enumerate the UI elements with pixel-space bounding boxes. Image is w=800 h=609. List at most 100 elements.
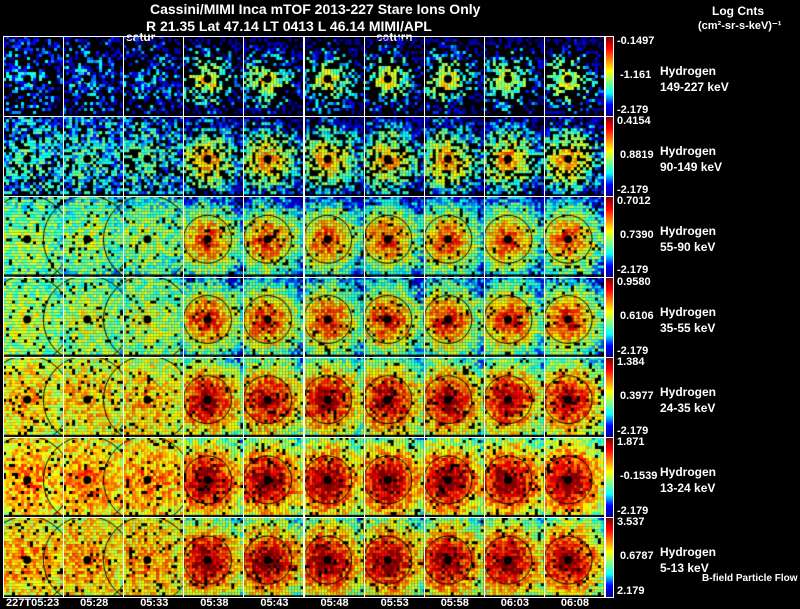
- heatmap-panel: [543, 116, 605, 198]
- heatmap-panel: [303, 276, 365, 358]
- heatmap-panel: [543, 356, 605, 438]
- colorbar-max-label: 0.4154: [617, 115, 651, 128]
- species-label: Hydrogen: [660, 144, 717, 159]
- heatmap-panel: [423, 36, 485, 118]
- heatmap-panel: [183, 276, 245, 358]
- heatmap-panel: [423, 517, 485, 599]
- species-label: Hydrogen: [660, 64, 717, 78]
- heatmap-panel: [123, 517, 185, 599]
- heatmap-panel: [363, 116, 425, 198]
- energy-band-label: Hydrogen 13-24 keV: [660, 464, 716, 496]
- colorbar-max-label: 0.9580: [617, 275, 651, 288]
- colorbar-units-title: Log Cnts: [712, 4, 764, 18]
- colorbar-min-label: -2.179: [617, 505, 649, 517]
- heatmap-panel: [363, 356, 425, 438]
- colorbar-mid-label: 0.6106: [620, 309, 654, 322]
- heatmap-panel: [3, 356, 65, 438]
- heatmap-panel: [63, 116, 125, 198]
- heatmap-panel: [303, 356, 365, 438]
- heatmap-panel: [483, 437, 545, 519]
- colorbar-min-label: 2.179: [617, 585, 645, 598]
- colorbar: [605, 196, 614, 278]
- heatmap-panel: [243, 276, 305, 358]
- heatmap-panel: [303, 36, 365, 118]
- heatmap-panel: [123, 437, 185, 519]
- colorbar: [605, 36, 614, 118]
- heatmap-panel: [183, 36, 245, 118]
- time-tick-label: 227T05:23: [6, 597, 60, 609]
- heatmap-panel: [363, 276, 425, 358]
- heatmap-panel: [543, 36, 605, 118]
- plot-subtitle: R 21.35 Lat 47.14 LT 0413 L 46.14 MIMI/A…: [146, 18, 432, 34]
- time-tick-label: 05:53: [380, 597, 409, 609]
- time-tick-label: 06:03: [500, 597, 529, 609]
- heatmap-panel: [303, 196, 365, 278]
- heatmap-panel: [363, 196, 425, 278]
- energy-range-label: 13-24 keV: [660, 481, 716, 495]
- colorbar-mid-label: 0.8819: [620, 149, 654, 162]
- colorbar: [605, 437, 614, 519]
- energy-range-label: 24-35 keV: [660, 400, 716, 415]
- heatmap-panel: [423, 276, 485, 358]
- heatmap-panel: [303, 437, 365, 519]
- heatmap-panel: [423, 356, 485, 438]
- bfield-legend: B-field Particle Flow: [702, 573, 798, 584]
- heatmap-panel: [123, 196, 185, 278]
- heatmap-panel: [423, 116, 485, 198]
- heatmap-panel: [363, 517, 425, 599]
- species-label: Hydrogen: [660, 384, 717, 399]
- heatmap-panel: [183, 116, 245, 198]
- energy-range-label: 149-227 keV: [660, 80, 729, 94]
- colorbar-mid-label: 0.7390: [620, 229, 654, 242]
- heatmap-panel: [63, 36, 125, 118]
- heatmap-panel: [543, 196, 605, 278]
- energy-band-label: Hydrogen 5-13 keV: [660, 544, 716, 576]
- colorbar-mid-label: -1.161: [620, 69, 652, 81]
- colorbar: [605, 517, 614, 599]
- colorbar-min-label: -2.179: [617, 184, 649, 197]
- colorbar-max-label: 1.871: [617, 436, 645, 448]
- energy-range-label: 35-55 keV: [660, 320, 716, 335]
- heatmap-panel: [243, 437, 305, 519]
- heatmap-panel: [123, 276, 185, 358]
- time-tick-label: 05:38: [200, 597, 229, 609]
- colorbar-max-label: -0.1497: [617, 35, 655, 47]
- heatmap-panel: [483, 36, 545, 118]
- species-label: Hydrogen: [660, 304, 717, 319]
- heatmap-panel: [183, 517, 245, 599]
- colorbar-min-label: -2.179: [617, 424, 649, 437]
- time-tick-label: 05:48: [320, 597, 349, 609]
- colorbar-mid-label: 0.3977: [620, 389, 654, 402]
- time-tick-label: 06:08: [560, 597, 590, 609]
- colorbar-mid-label: -0.1539: [620, 470, 658, 482]
- heatmap-panel: [123, 356, 185, 438]
- heatmap-panel: [183, 356, 245, 438]
- species-label: Hydrogen: [660, 224, 717, 239]
- heatmap-panel: [3, 437, 65, 519]
- time-tick-label: 05:58: [440, 597, 469, 609]
- energy-range-label: 5-13 keV: [660, 561, 709, 576]
- colorbar: [605, 276, 614, 358]
- energy-band-label: Hydrogen 35-55 keV: [660, 304, 716, 336]
- colorbar-max-label: 3.537: [617, 516, 645, 529]
- heatmap-panel: [243, 196, 305, 278]
- time-tick-label: 05:43: [260, 597, 289, 609]
- colorbar-min-label: -2.179: [617, 264, 649, 277]
- heatmap-panel: [183, 437, 245, 519]
- colorbar-units: (cm²-sr-s-keV)⁻¹: [698, 20, 782, 32]
- colorbar-max-label: 0.7012: [617, 195, 651, 208]
- heatmap-panel: [363, 437, 425, 519]
- heatmap-panel: [483, 356, 545, 438]
- heatmap-panel: [3, 36, 65, 118]
- colorbar-min-label: -2.179: [617, 344, 649, 357]
- heatmap-panel: [63, 517, 125, 599]
- heatmap-panel: [243, 356, 305, 438]
- plot-title: Cassini/MIMI Inca mTOF 2013-227 Stare Io…: [150, 1, 481, 17]
- heatmap-panel: [243, 116, 305, 198]
- heatmap-panel: [123, 36, 185, 118]
- colorbar-mid-label: 0.6787: [620, 550, 654, 563]
- species-label: Hydrogen: [660, 545, 717, 560]
- energy-band-label: Hydrogen 24-35 keV: [660, 384, 716, 416]
- energy-range-label: 55-90 keV: [660, 240, 716, 255]
- colorbar-min-label: -2.179: [617, 104, 649, 116]
